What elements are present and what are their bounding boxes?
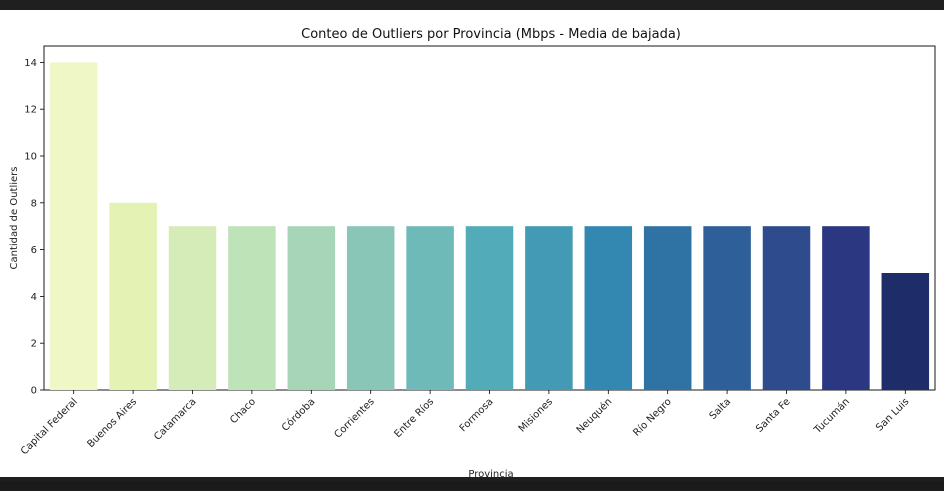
bar	[465, 226, 514, 390]
bar	[881, 272, 930, 390]
x-tick-label: Tucumán	[811, 396, 852, 437]
y-tick-label: 4	[31, 292, 37, 303]
x-axis-label: Provincia	[468, 469, 513, 480]
x-tick-label: San Luis	[874, 396, 911, 433]
bars-group	[49, 62, 930, 390]
x-tick-label: Catamarca	[152, 396, 198, 442]
x-tick-label: Río Negro	[631, 396, 674, 439]
y-axis: 0 2 4 6 8 10 12 14	[24, 58, 44, 397]
bar	[643, 226, 692, 390]
x-tick-label: Buenos Aires	[85, 396, 139, 450]
y-tick-label: 8	[31, 198, 37, 209]
x-axis: Capital Federal Buenos Aires Catamarca Chac…	[19, 390, 911, 457]
bar	[822, 226, 870, 390]
bar	[406, 226, 454, 390]
bar	[584, 226, 633, 390]
x-tick-label: Neuquén	[574, 396, 614, 436]
bar	[525, 226, 573, 390]
bar	[703, 226, 751, 390]
y-tick-label: 10	[24, 151, 37, 162]
figure-frame: Conteo de Outliers por Provincia (Mbps -…	[0, 0, 944, 481]
x-tick-label: Corrientes	[332, 396, 376, 440]
x-tick-label: Santa Fe	[754, 396, 792, 434]
x-tick-label: Entre Ríos	[392, 396, 436, 440]
y-tick-label: 6	[31, 245, 37, 256]
x-tick-label: Córdoba	[279, 396, 317, 434]
bar	[762, 226, 811, 390]
y-tick-label: 14	[24, 58, 37, 69]
y-axis-label: Cantidad de Outliers	[9, 167, 20, 270]
y-tick-label: 12	[24, 105, 37, 116]
x-tick-label: Salta	[708, 396, 734, 422]
bar	[346, 226, 395, 390]
chart-title: Conteo de Outliers por Provincia (Mbps -…	[301, 27, 681, 42]
bar-chart: Conteo de Outliers por Provincia (Mbps -…	[9, 27, 936, 480]
x-tick-label: Chaco	[228, 396, 258, 426]
x-tick-label: Misiones	[517, 396, 555, 434]
y-tick-label: 2	[31, 339, 37, 350]
bar	[109, 202, 157, 390]
bar	[228, 226, 276, 390]
bar	[168, 226, 217, 390]
y-tick-label: 0	[31, 386, 37, 397]
x-tick-label: Formosa	[458, 396, 496, 434]
bar	[49, 62, 98, 390]
x-tick-label: Capital Federal	[19, 396, 80, 457]
bar	[287, 226, 336, 390]
